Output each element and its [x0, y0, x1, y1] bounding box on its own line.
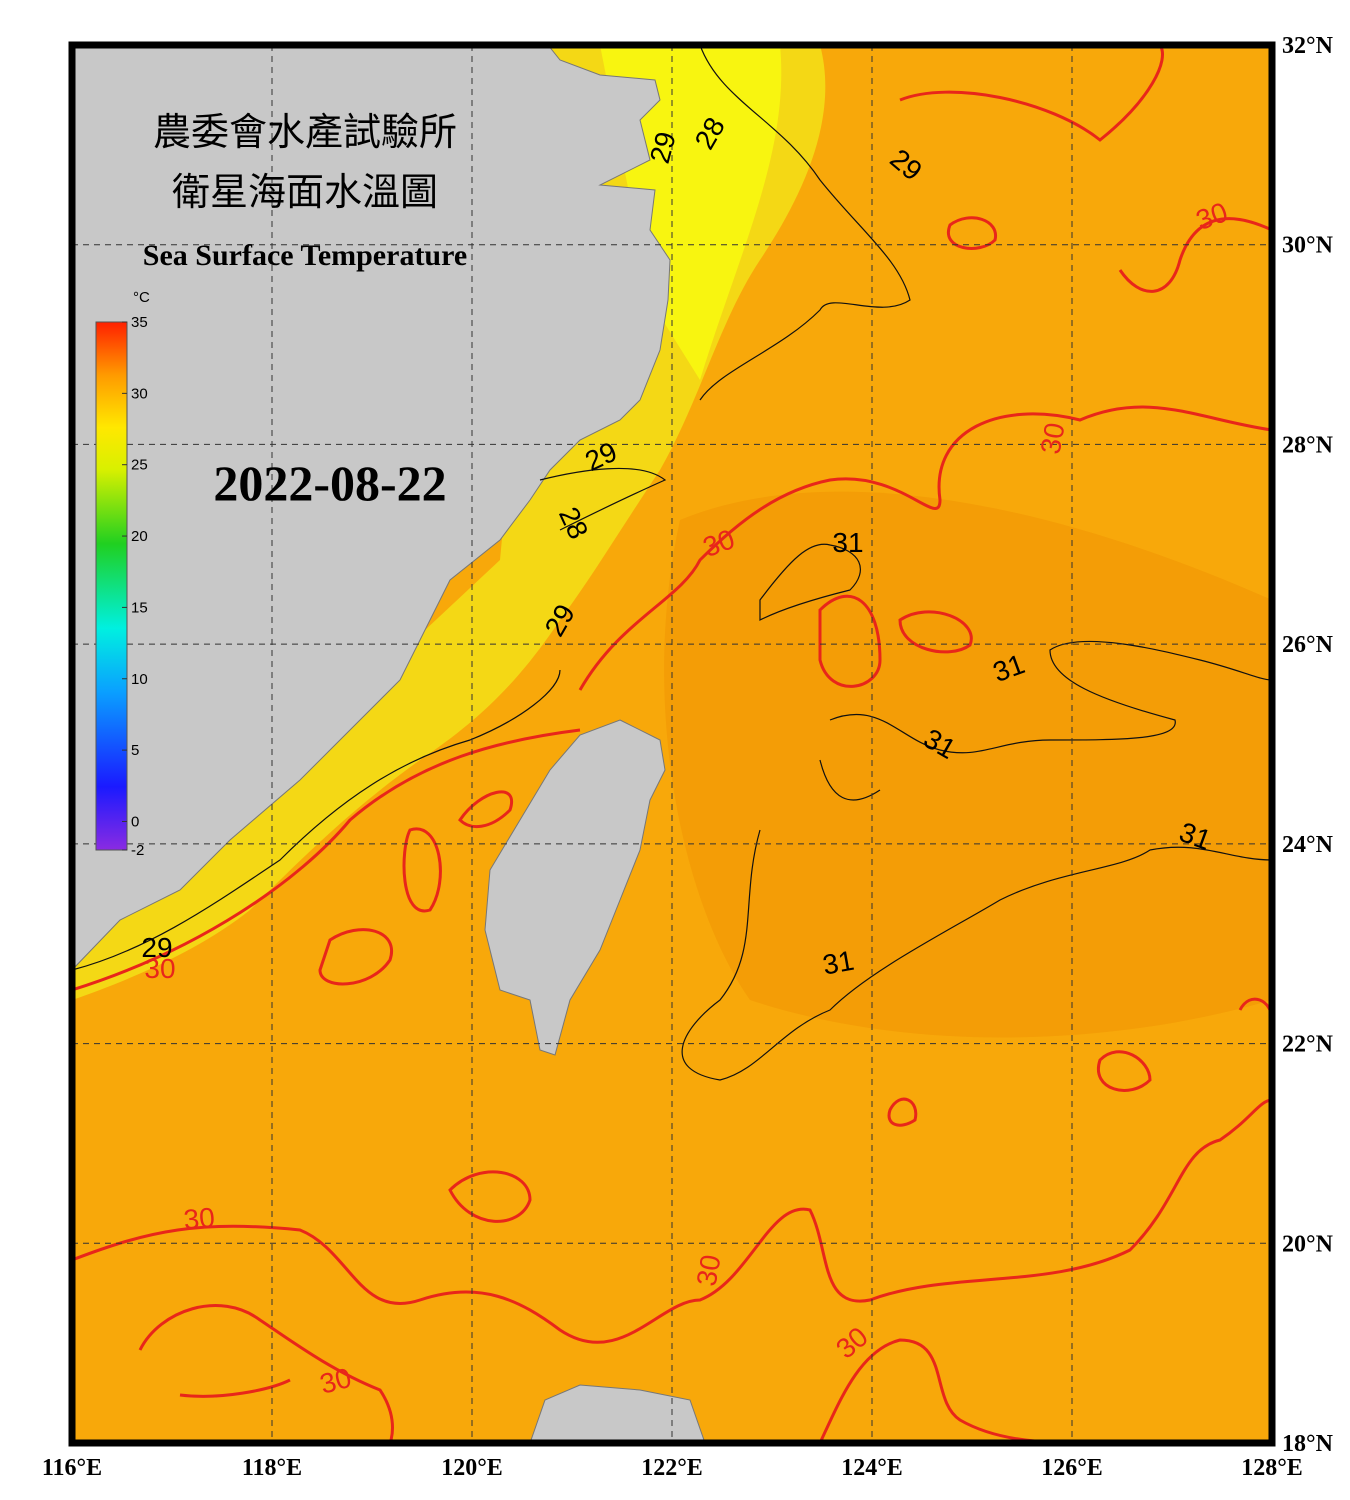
- colorbar-tick-label: 5: [131, 742, 139, 759]
- contours-other: [72, 45, 1272, 1081]
- warm-region: [664, 491, 1272, 1038]
- colorbar-tick-label: 25: [131, 457, 148, 474]
- y-tick-label: 28°N: [1282, 432, 1334, 458]
- colorbar-tick-label: 30: [131, 385, 148, 402]
- x-tick-label: 118°E: [242, 1455, 302, 1481]
- y-tick-label: 22°N: [1282, 1032, 1334, 1058]
- contour-label: 30: [182, 1202, 216, 1236]
- y-tick-label: 26°N: [1282, 632, 1334, 658]
- x-tick-label: 128°E: [1241, 1455, 1303, 1481]
- contour-label: 31: [820, 945, 856, 981]
- contours-30: [72, 45, 1272, 1443]
- contour-label: 30: [1035, 420, 1071, 456]
- title-line: 農委會水產試驗所: [153, 110, 457, 154]
- cold-water: [600, 45, 782, 380]
- x-tick-label: 126°E: [1041, 1455, 1103, 1481]
- y-tick-label: 24°N: [1282, 832, 1334, 858]
- x-tick-label: 120°E: [441, 1455, 503, 1481]
- contour-label: 30: [691, 1252, 727, 1288]
- y-tick-label: 30°N: [1282, 233, 1334, 259]
- x-tick-label: 122°E: [641, 1455, 703, 1481]
- y-tick-label: 20°N: [1282, 1231, 1334, 1257]
- colorbar-tick-label: 20: [131, 528, 148, 545]
- colorbar: [95, 321, 128, 851]
- subtitle: Sea Surface Temperature: [143, 239, 467, 272]
- colorbar-tick-label: 15: [131, 599, 148, 616]
- colorbar-tick-label: 35: [131, 314, 148, 331]
- colorbar-tick-label: 0: [131, 813, 139, 830]
- colorbar-unit: °C: [133, 289, 150, 306]
- y-tick-label: 32°N: [1282, 33, 1334, 59]
- date: 2022-08-22: [213, 455, 446, 511]
- x-tick-label: 116°E: [42, 1455, 102, 1481]
- colorbar-tick-label: 10: [131, 671, 148, 688]
- map-frame: [68, 41, 1276, 1447]
- contour-label: 29: [141, 932, 172, 963]
- luzon: [529, 1384, 706, 1443]
- colorbar-tick-label: -2: [131, 842, 144, 859]
- mainland: [72, 45, 671, 971]
- y-tick-label: 18°N: [1282, 1431, 1334, 1457]
- contour-label: 30: [144, 953, 175, 984]
- taiwan: [484, 719, 666, 1056]
- title-line: 衛星海面水溫圖: [172, 170, 438, 214]
- contour-label: 31: [832, 527, 863, 558]
- x-tick-label: 124°E: [841, 1455, 903, 1481]
